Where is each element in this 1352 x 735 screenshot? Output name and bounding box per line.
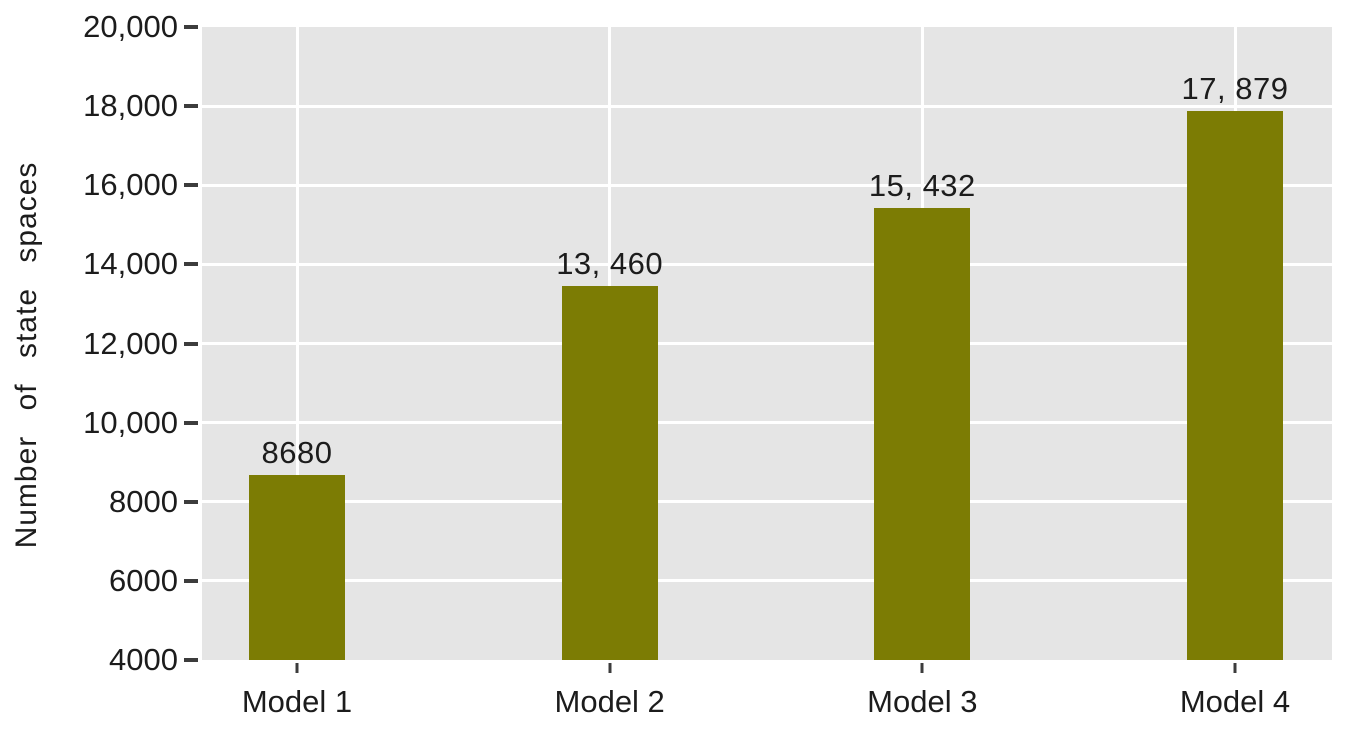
v-gridline [295,27,299,660]
y-tick-mark [184,183,198,188]
y-tick-label: 16,000 [83,167,178,203]
bar-value-label: 15, 432 [868,167,976,203]
y-tick-mark [184,262,198,267]
y-tick-label: 18,000 [83,88,178,124]
bar-value-label: 17, 879 [1181,70,1289,106]
bar [1187,110,1283,660]
y-tick-label: 14,000 [83,246,178,282]
h-gridline [202,579,1332,583]
y-tick-mark [184,341,198,346]
y-tick-label: 20,000 [83,9,178,44]
x-tick-mark [1233,663,1237,673]
bar-value-label: 8680 [261,434,333,470]
bar-value-label: 13, 460 [556,245,664,281]
h-gridline [202,104,1332,108]
x-category-label: Model 1 [241,684,353,719]
h-gridline [202,183,1332,187]
x-tick-mark [920,663,924,673]
y-axis-title: Number of state spaces [10,161,43,549]
y-tick-mark [184,658,198,662]
x-tick-mark [608,663,612,673]
y-tick-label: 6000 [109,562,178,598]
x-category-label: Model 2 [554,684,665,719]
y-tick-mark [184,578,198,583]
y-tick-label: 12,000 [83,325,178,361]
y-tick-mark [184,104,198,109]
h-gridline [202,262,1332,266]
x-category-label: Model 3 [867,684,978,719]
bar [561,285,658,660]
y-tick-label: 4000 [109,642,178,677]
h-gridline [202,421,1332,425]
y-tick-label: 8000 [109,483,178,519]
h-gridline [202,342,1332,345]
y-tick-mark [184,420,198,425]
y-tick-label: 10,000 [83,404,178,440]
y-tick-mark [184,499,198,504]
h-gridline [202,500,1332,504]
x-tick-mark [295,663,299,673]
plot-area [202,27,1332,660]
y-tick-mark [184,25,198,29]
x-category-label: Model 4 [1179,684,1291,719]
bar [874,207,971,660]
bar [249,474,345,660]
